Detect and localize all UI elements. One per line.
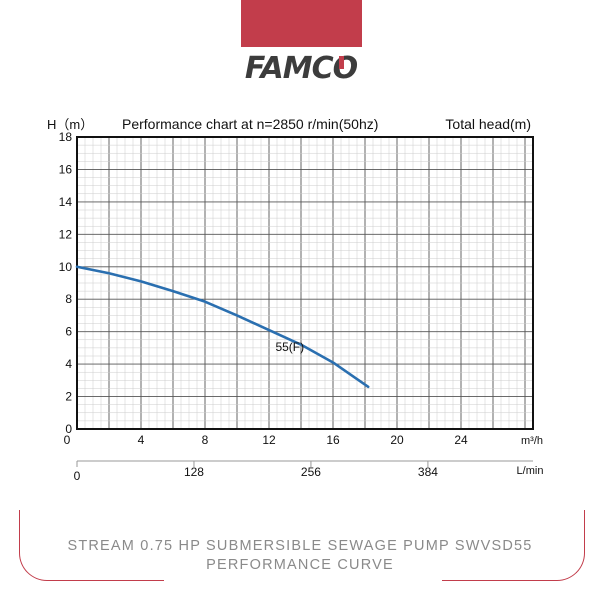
plot-frame [76, 136, 534, 430]
right-axis-label: Total head(m) [445, 116, 531, 132]
y-tick-label: 12 [59, 227, 73, 241]
x-tick-label: 20 [390, 433, 404, 447]
y-tick-label: 6 [65, 325, 72, 339]
secondary-tick-label: 128 [184, 465, 204, 479]
series-line [75, 265, 370, 389]
y-tick-label: 10 [59, 260, 73, 274]
caption-line2: PERFORMANCE CURVE [206, 557, 394, 573]
y-tick-label: 8 [65, 292, 72, 306]
brand-color-bar [241, 0, 362, 47]
y-axis-label: H（m） [47, 117, 93, 132]
y-tick-label: 14 [59, 195, 73, 209]
x-tick-label: 0 [64, 433, 71, 447]
series-label: 55(F) [275, 340, 304, 354]
x-tick-label: 4 [138, 433, 145, 447]
secondary-tick-label: 0 [74, 469, 81, 483]
caption-line1: STREAM 0.75 HP SUBMERSIBLE SEWAGE PUMP S… [67, 538, 533, 554]
frame-gap [164, 570, 442, 584]
secondary-axis-unit: L/min [517, 465, 544, 477]
x-axis-unit: m³/h [521, 435, 543, 447]
performance-chart: H（m） Performance chart at n=2850 r/min(50… [47, 116, 544, 483]
y-tick-label: 16 [59, 162, 73, 176]
x-tick-label: 8 [202, 433, 209, 447]
y-tick-label: 4 [65, 357, 72, 371]
y-tick-label: 0 [65, 422, 72, 436]
x-tick-label: 16 [326, 433, 340, 447]
y-tick-label: 18 [59, 130, 73, 144]
secondary-tick-label: 384 [418, 465, 438, 479]
famco-logo: FAMCO [240, 50, 362, 88]
x-tick-label: 24 [454, 433, 468, 447]
x-tick-label: 12 [262, 433, 276, 447]
y-tick-label: 2 [65, 390, 72, 404]
secondary-tick-label: 256 [301, 465, 321, 479]
chart-title: Performance chart at n=2850 r/min(50hz) [122, 116, 378, 132]
logo-power-mark [339, 56, 344, 69]
caption: STREAM 0.75 HP SUBMERSIBLE SEWAGE PUMP S… [0, 537, 600, 575]
